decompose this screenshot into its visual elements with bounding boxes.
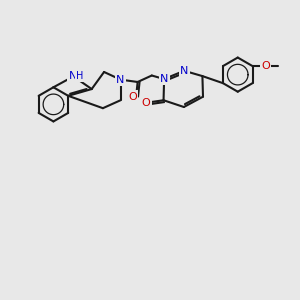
Text: N: N — [160, 74, 168, 84]
Text: N: N — [116, 75, 125, 85]
Text: O: O — [128, 92, 137, 102]
Text: N: N — [69, 71, 77, 81]
Text: O: O — [261, 61, 270, 71]
Text: N: N — [180, 66, 188, 76]
Text: H: H — [76, 71, 83, 81]
Text: O: O — [142, 98, 150, 108]
